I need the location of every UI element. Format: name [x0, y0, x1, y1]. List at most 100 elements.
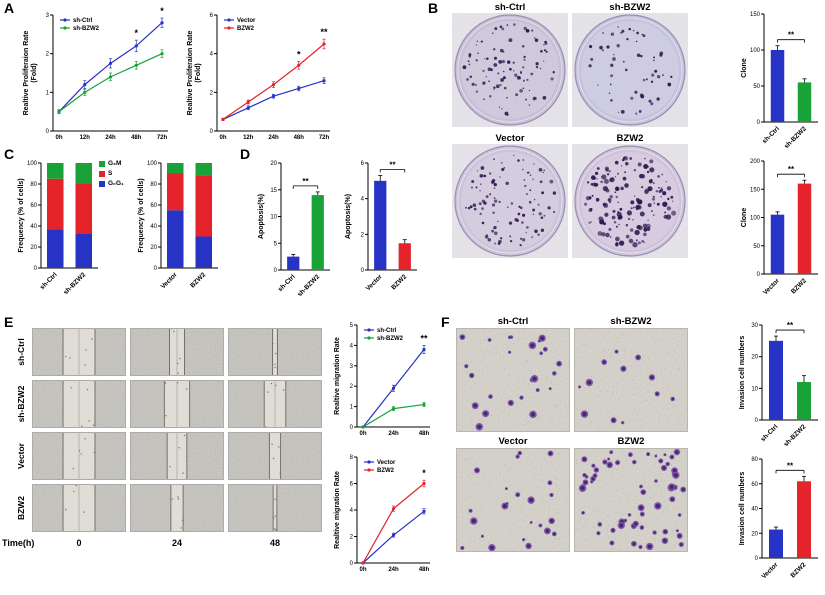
- svg-text:1: 1: [46, 90, 50, 96]
- svg-text:2: 2: [350, 535, 354, 541]
- svg-text:40: 40: [30, 224, 37, 230]
- svg-text:sh-BZW2: sh-BZW2: [377, 336, 404, 342]
- colony-dish-sh-ctrl: [452, 13, 568, 127]
- svg-text:**: **: [420, 333, 428, 343]
- colony-title-vector: Vector: [495, 133, 525, 144]
- wound-image-BZW2-0h: [32, 484, 126, 532]
- svg-text:30: 30: [751, 323, 758, 329]
- svg-text:0: 0: [350, 561, 354, 567]
- wound-image-sh-Ctrl-24h: [130, 328, 224, 376]
- panel-label-b: B: [428, 0, 439, 16]
- svg-text:**: **: [788, 165, 795, 174]
- svg-text:sh-BZW2: sh-BZW2: [73, 26, 100, 32]
- svg-text:6: 6: [350, 482, 354, 488]
- svg-text:0: 0: [210, 129, 214, 135]
- svg-text:sh-Ctrl: sh-Ctrl: [377, 328, 397, 334]
- svg-text:BZW2: BZW2: [390, 273, 408, 291]
- colony-title-sh-bzw2: sh-BZW2: [609, 2, 651, 13]
- svg-text:BZW2: BZW2: [189, 271, 207, 289]
- svg-text:200: 200: [750, 159, 761, 165]
- legend-label-g2m: G₂M: [108, 160, 122, 167]
- colony-dish-sh-bzw2: [572, 13, 688, 127]
- colony-title-bzw2: BZW2: [616, 133, 644, 144]
- svg-text:24h: 24h: [388, 431, 399, 437]
- svg-text:150: 150: [750, 187, 761, 193]
- wound-image-sh-BZW2-24h: [130, 380, 224, 428]
- svg-text:0h: 0h: [219, 135, 226, 141]
- wound-image-Vector-48h: [228, 432, 322, 480]
- wound-image-sh-Ctrl-0h: [32, 328, 126, 376]
- svg-text:60: 60: [30, 203, 37, 209]
- svg-text:*: *: [134, 28, 138, 38]
- svg-text:sh-BZW2: sh-BZW2: [783, 125, 808, 148]
- colony-dish-bzw2: [572, 144, 688, 258]
- svg-text:20: 20: [751, 531, 758, 537]
- svg-text:48h: 48h: [131, 135, 142, 141]
- svg-text:4: 4: [350, 508, 354, 514]
- wound-row-label-bzw2: BZW2: [16, 495, 26, 521]
- svg-text:24h: 24h: [388, 567, 399, 573]
- svg-text:Realtive Proliferaion Rate: Realtive Proliferaion Rate: [23, 30, 30, 115]
- svg-text:Invasion cell numbers: Invasion cell numbers: [739, 336, 746, 410]
- invasion-image-vector: [456, 448, 570, 552]
- svg-text:80: 80: [150, 182, 157, 188]
- legend-swatch-g0g1: [99, 180, 105, 187]
- svg-text:2: 2: [46, 52, 50, 58]
- invasion-title-sh-bzw2: sh-BZW2: [610, 316, 652, 327]
- svg-text:0: 0: [757, 120, 761, 126]
- svg-text:sh-Ctrl: sh-Ctrl: [39, 271, 59, 291]
- svg-text:80: 80: [751, 457, 758, 463]
- svg-text:Frequency (% of cells): Frequency (% of cells): [138, 178, 145, 252]
- svg-text:48h: 48h: [419, 567, 430, 573]
- invasion-title-sh-ctrl: sh-Ctrl: [497, 316, 529, 327]
- svg-text:10: 10: [270, 215, 277, 221]
- svg-text:2: 2: [350, 384, 354, 390]
- wound-image-grid: [32, 328, 354, 532]
- svg-text:10: 10: [751, 386, 758, 392]
- svg-text:Apoptosis(%): Apoptosis(%): [258, 194, 265, 239]
- svg-text:sh-Ctrl: sh-Ctrl: [761, 125, 781, 145]
- svg-text:8: 8: [350, 455, 354, 461]
- svg-text:BZW2: BZW2: [790, 277, 808, 295]
- svg-text:15: 15: [270, 188, 277, 194]
- svg-text:3: 3: [350, 364, 354, 370]
- svg-text:sh-BZW2: sh-BZW2: [783, 423, 808, 446]
- svg-text:48h: 48h: [419, 431, 430, 437]
- svg-text:4: 4: [210, 52, 214, 58]
- chart-cellcycle-overexpression: 0 20 40 60 80 100 Frequency (% of cells) Vector…: [134, 154, 222, 294]
- svg-text:48h: 48h: [294, 135, 305, 141]
- svg-text:12h: 12h: [243, 135, 254, 141]
- invasion-title-bzw2: BZW2: [617, 436, 645, 447]
- svg-text:**: **: [389, 160, 396, 169]
- svg-text:20: 20: [150, 245, 157, 251]
- svg-text:50: 50: [753, 84, 760, 90]
- svg-text:0: 0: [350, 425, 354, 431]
- svg-text:0: 0: [274, 268, 278, 274]
- svg-text:Realtive migration Rate: Realtive migration Rate: [334, 471, 341, 549]
- legend-swatch-g2m: [99, 160, 105, 167]
- svg-text:0: 0: [34, 266, 38, 272]
- chart-apoptosis-overexpression: 0 2 4 6 Apoptosis(%) Vector BZW2 **: [341, 154, 421, 296]
- svg-text:*: *: [422, 468, 426, 478]
- svg-text:Clone: Clone: [741, 208, 748, 228]
- svg-text:(Fold): (Fold): [31, 63, 38, 82]
- svg-text:BZW2: BZW2: [237, 26, 255, 32]
- svg-text:100: 100: [750, 48, 761, 54]
- time-label-24h: 24: [171, 538, 182, 548]
- chart-invasion-overexpression: 0 20 40 60 80 Invasion cell numbers Vector BZW2…: [735, 450, 822, 584]
- chart-migration-knockdown: 0 1 2 3 4 5 Realtive migration Rate 0h 24h 48h sh-…: [330, 316, 434, 442]
- chart-migration-overexpression: 0 2 4 6 8 Realtive migration Rate 0h 24h 48h Vect…: [330, 448, 434, 578]
- svg-text:0: 0: [755, 556, 759, 562]
- legend-label-g0g1: G₀G₁: [108, 180, 124, 187]
- svg-text:20: 20: [30, 245, 37, 251]
- svg-text:5: 5: [274, 241, 278, 247]
- svg-text:sh-Ctrl: sh-Ctrl: [73, 18, 93, 24]
- svg-text:BZW2: BZW2: [789, 561, 807, 579]
- svg-text:**: **: [788, 31, 795, 40]
- svg-text:**: **: [320, 27, 328, 37]
- wound-row-label-sh-bzw2: sh-BZW2: [16, 385, 26, 423]
- svg-text:4: 4: [350, 343, 354, 349]
- svg-text:Realtive Proliferaion Rate: Realtive Proliferaion Rate: [187, 30, 194, 115]
- invasion-image-sh-ctrl: [456, 328, 570, 432]
